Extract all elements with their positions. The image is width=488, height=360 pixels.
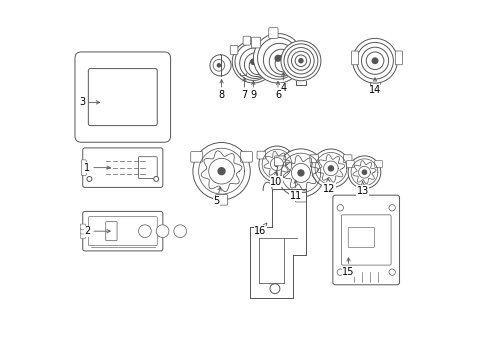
- Text: 1: 1: [84, 163, 110, 173]
- FancyBboxPatch shape: [326, 184, 334, 192]
- FancyBboxPatch shape: [105, 222, 117, 241]
- Circle shape: [295, 55, 306, 67]
- FancyBboxPatch shape: [374, 161, 382, 168]
- FancyBboxPatch shape: [347, 228, 374, 247]
- Circle shape: [87, 176, 92, 181]
- Circle shape: [297, 170, 303, 176]
- FancyBboxPatch shape: [243, 36, 250, 45]
- Text: 16: 16: [254, 223, 266, 236]
- FancyBboxPatch shape: [88, 69, 157, 126]
- FancyBboxPatch shape: [251, 37, 260, 48]
- Circle shape: [311, 149, 349, 188]
- Circle shape: [241, 59, 245, 64]
- Circle shape: [287, 48, 313, 74]
- Text: 13: 13: [356, 182, 368, 195]
- Circle shape: [275, 55, 280, 61]
- FancyBboxPatch shape: [360, 185, 367, 192]
- Circle shape: [274, 162, 279, 166]
- Text: 10: 10: [269, 171, 282, 187]
- FancyBboxPatch shape: [316, 156, 327, 166]
- Text: 14: 14: [368, 78, 380, 95]
- Circle shape: [258, 146, 294, 182]
- FancyBboxPatch shape: [190, 152, 203, 162]
- Text: 2: 2: [84, 226, 110, 236]
- Text: 6: 6: [274, 81, 281, 100]
- Circle shape: [336, 204, 343, 211]
- FancyBboxPatch shape: [288, 151, 296, 159]
- FancyBboxPatch shape: [75, 52, 170, 142]
- FancyBboxPatch shape: [80, 228, 85, 234]
- Circle shape: [328, 166, 333, 171]
- Circle shape: [250, 59, 255, 64]
- FancyBboxPatch shape: [394, 51, 402, 65]
- FancyBboxPatch shape: [80, 233, 85, 238]
- Circle shape: [217, 64, 220, 67]
- Text: 9: 9: [250, 81, 256, 100]
- Text: 15: 15: [342, 258, 354, 277]
- FancyBboxPatch shape: [240, 152, 252, 162]
- FancyBboxPatch shape: [295, 192, 306, 202]
- Circle shape: [218, 168, 224, 175]
- FancyBboxPatch shape: [309, 155, 318, 163]
- Circle shape: [361, 47, 388, 74]
- Text: 8: 8: [218, 80, 224, 100]
- Ellipse shape: [233, 51, 253, 73]
- Circle shape: [281, 41, 320, 81]
- Circle shape: [388, 204, 394, 211]
- FancyBboxPatch shape: [351, 51, 358, 65]
- Circle shape: [192, 143, 250, 200]
- Ellipse shape: [253, 33, 302, 83]
- Text: 7: 7: [241, 78, 247, 100]
- Circle shape: [347, 156, 380, 189]
- Circle shape: [174, 225, 186, 238]
- FancyBboxPatch shape: [274, 156, 285, 166]
- Circle shape: [156, 225, 168, 238]
- Circle shape: [276, 149, 325, 197]
- FancyBboxPatch shape: [272, 178, 281, 186]
- Circle shape: [138, 225, 151, 238]
- Circle shape: [366, 52, 383, 69]
- Ellipse shape: [237, 55, 249, 68]
- FancyBboxPatch shape: [257, 151, 265, 159]
- FancyBboxPatch shape: [82, 211, 163, 251]
- FancyBboxPatch shape: [341, 215, 390, 265]
- Text: 3: 3: [79, 98, 100, 107]
- Circle shape: [213, 59, 224, 71]
- Circle shape: [371, 58, 377, 63]
- FancyBboxPatch shape: [138, 157, 157, 179]
- FancyBboxPatch shape: [343, 155, 351, 163]
- FancyBboxPatch shape: [80, 224, 85, 230]
- Circle shape: [362, 170, 366, 174]
- Circle shape: [356, 42, 392, 79]
- Circle shape: [336, 269, 343, 275]
- FancyBboxPatch shape: [81, 160, 86, 175]
- Text: 4: 4: [280, 73, 286, 93]
- Circle shape: [284, 44, 317, 78]
- FancyBboxPatch shape: [268, 28, 278, 39]
- Ellipse shape: [232, 41, 274, 83]
- Circle shape: [291, 51, 310, 70]
- FancyBboxPatch shape: [332, 195, 399, 285]
- Text: 12: 12: [322, 179, 335, 194]
- Circle shape: [269, 284, 279, 294]
- FancyBboxPatch shape: [82, 148, 163, 188]
- Circle shape: [298, 59, 303, 63]
- Text: 11: 11: [289, 180, 301, 201]
- Circle shape: [153, 176, 158, 181]
- FancyBboxPatch shape: [230, 45, 237, 54]
- FancyBboxPatch shape: [346, 161, 353, 168]
- Circle shape: [388, 269, 394, 275]
- Text: 5: 5: [213, 187, 221, 206]
- Circle shape: [352, 39, 397, 83]
- FancyBboxPatch shape: [215, 194, 227, 205]
